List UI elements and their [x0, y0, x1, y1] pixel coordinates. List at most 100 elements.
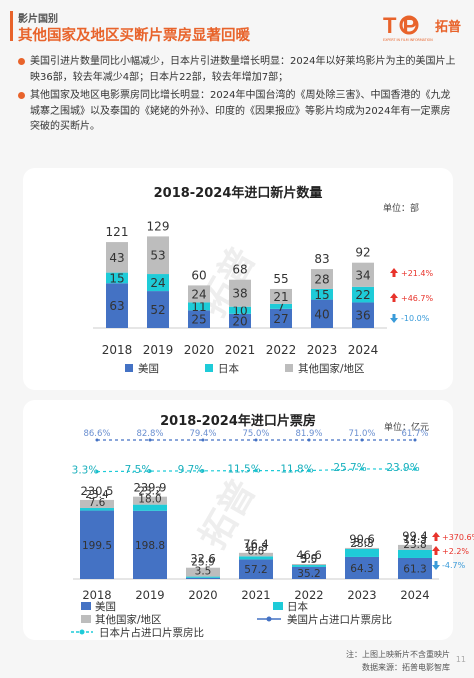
chart2-us-share-point — [95, 438, 99, 442]
chart2-us-share-label: 79.4% — [189, 429, 216, 439]
chart1-legend-swatch — [285, 364, 293, 372]
chart2-us-share-point — [307, 438, 311, 442]
chart2-total-label: 239.9 — [134, 481, 167, 495]
chart2-bar — [80, 499, 114, 508]
chart1-x-tick: 2022 — [266, 343, 297, 357]
chart2-jp-share-label: 23.9% — [386, 462, 419, 474]
page-number: 11 — [455, 655, 466, 664]
bullet-dot-icon — [18, 92, 25, 99]
bullet-item: 美国引进片数量同比小幅减少，日本片引进数量增长明显：2024年以好莱坞影片为主的… — [16, 54, 460, 85]
chart2-bar-label: 57.2 — [244, 564, 267, 576]
chart1-change-arrow-icon — [390, 268, 398, 277]
chart1-bar-label: 15 — [314, 288, 329, 302]
chart2-bar — [186, 576, 220, 578]
chart1-total-label: 83 — [314, 252, 329, 266]
logo-o-icon — [399, 15, 419, 35]
bullet-item: 其他国家及地区电影票房同比增长明显：2024年中国台湾的《周处除三害》、中国香港… — [16, 88, 460, 135]
chart1-bar — [352, 262, 374, 287]
chart2-change-label: +2.2% — [442, 547, 469, 556]
chart1-svg: 拓普63154312120185224531292019251124602020… — [93, 219, 434, 375]
chart2-bar — [398, 544, 432, 550]
chart1-bar-label: 53 — [150, 249, 165, 263]
chart1-bar-label: 36 — [355, 309, 370, 323]
chart2-bar-label: 23.8 — [403, 539, 426, 551]
chart1-bar-label: 25 — [191, 313, 206, 327]
chart1-bar — [147, 236, 169, 275]
chart2-legend-marker — [79, 629, 85, 635]
chart2-us-share-point — [201, 438, 205, 442]
chart2-bar-label: 64.3 — [350, 563, 373, 575]
chart1-change-label: +46.7% — [401, 294, 434, 303]
chart2-x-tick: 2022 — [294, 588, 323, 602]
chart1-bar — [311, 299, 333, 328]
chart1-bar-label: 27 — [273, 312, 288, 326]
chart2-title: 2018-2024年进口片票房 — [160, 414, 316, 429]
chart2-legend-swatch — [81, 602, 91, 610]
chart1-bar-label: 22 — [355, 288, 370, 302]
chart2-bar — [133, 496, 167, 505]
chart1-x-tick: 2020 — [184, 343, 215, 357]
chart1-bar — [311, 288, 333, 300]
chart1-total-label: 55 — [273, 272, 288, 286]
chart1-x-tick: 2023 — [307, 343, 338, 357]
chart2-jp-share-label: 11.8% — [280, 464, 313, 476]
chart2-bar — [80, 510, 114, 579]
chart1-total-label: 68 — [232, 263, 247, 277]
chart1-bar-label: 24 — [191, 287, 206, 301]
chart2-x-tick: 2020 — [188, 588, 217, 602]
chart1-bar — [188, 285, 210, 303]
chart2-us-share-point — [360, 438, 364, 442]
chart1-legend-label: 其他国家/地区 — [298, 362, 365, 375]
chart2-us-share-point — [413, 438, 417, 442]
chart1-legend-swatch — [125, 364, 133, 372]
chart1-bar — [188, 302, 210, 311]
chart1-bar — [352, 286, 374, 303]
chart1-x-tick: 2018 — [102, 343, 133, 357]
chart2-x-tick: 2019 — [135, 588, 164, 602]
chart1-bar-label: 63 — [109, 299, 124, 313]
topu-logo: T P 拓普 EXPERT IN FILM INFORMATION — [383, 13, 461, 42]
chart2-bar-label: 3.0 — [354, 537, 371, 549]
chart2-bar — [345, 547, 379, 549]
chart2-bar — [345, 548, 379, 557]
chart1-title: 2018-2024年进口新片数量 — [153, 186, 323, 201]
chart1-bar — [106, 242, 128, 273]
chart2-bar-label: 3.5 — [195, 566, 212, 578]
chart1-bar-label: 10 — [232, 304, 247, 318]
chart2-legend-swatch — [81, 615, 91, 623]
chart1-x-tick: 2021 — [225, 343, 256, 357]
chart1-bar — [352, 302, 374, 328]
chart2-total-label: 46.6 — [296, 548, 322, 562]
chart1-legend-swatch — [205, 364, 213, 372]
chart2-change-arrow-icon — [432, 561, 440, 570]
chart1-bar-label: 38 — [232, 287, 247, 301]
chart2-us-share-label: 82.8% — [136, 429, 163, 439]
chart1-bar — [229, 306, 251, 314]
chart1-bar — [311, 269, 333, 289]
chart1-bar-label: 34 — [355, 268, 370, 282]
chart1-legend-label: 美国 — [138, 362, 159, 375]
chart2-bar — [239, 556, 273, 560]
chart2-us-share-point — [148, 438, 152, 442]
chart2-us-share-label: 75.0% — [242, 429, 269, 439]
chart1-legend-label: 日本 — [218, 362, 239, 375]
chart2-bar-label: 23.3 — [350, 538, 373, 550]
chart2-jp-share-label: 11.5% — [227, 464, 260, 476]
chart2-us-share-label: 61.7% — [401, 429, 428, 439]
chart2-bar-label: 14.3 — [403, 534, 426, 546]
chart1-bar — [106, 283, 128, 328]
chart1-bar-label: 20 — [232, 314, 247, 328]
chart2-bar — [186, 567, 220, 577]
chart2-bar — [345, 556, 379, 579]
chart2-bar — [80, 507, 114, 511]
chart2-x-tick: 2024 — [400, 588, 429, 602]
chart2-x-tick: 2018 — [82, 588, 111, 602]
chart2-legend-label: 美国片占进口片票房比 — [287, 613, 392, 626]
chart2-bar-label: 3.0 — [301, 553, 318, 565]
bullet-dot-icon — [18, 58, 25, 65]
chart2-bar — [239, 559, 273, 579]
chart2-legend-label: 日本 — [287, 600, 308, 613]
chart2-jp-share-label: 7.5% — [125, 464, 152, 476]
chart1-x-tick: 2024 — [348, 343, 379, 357]
